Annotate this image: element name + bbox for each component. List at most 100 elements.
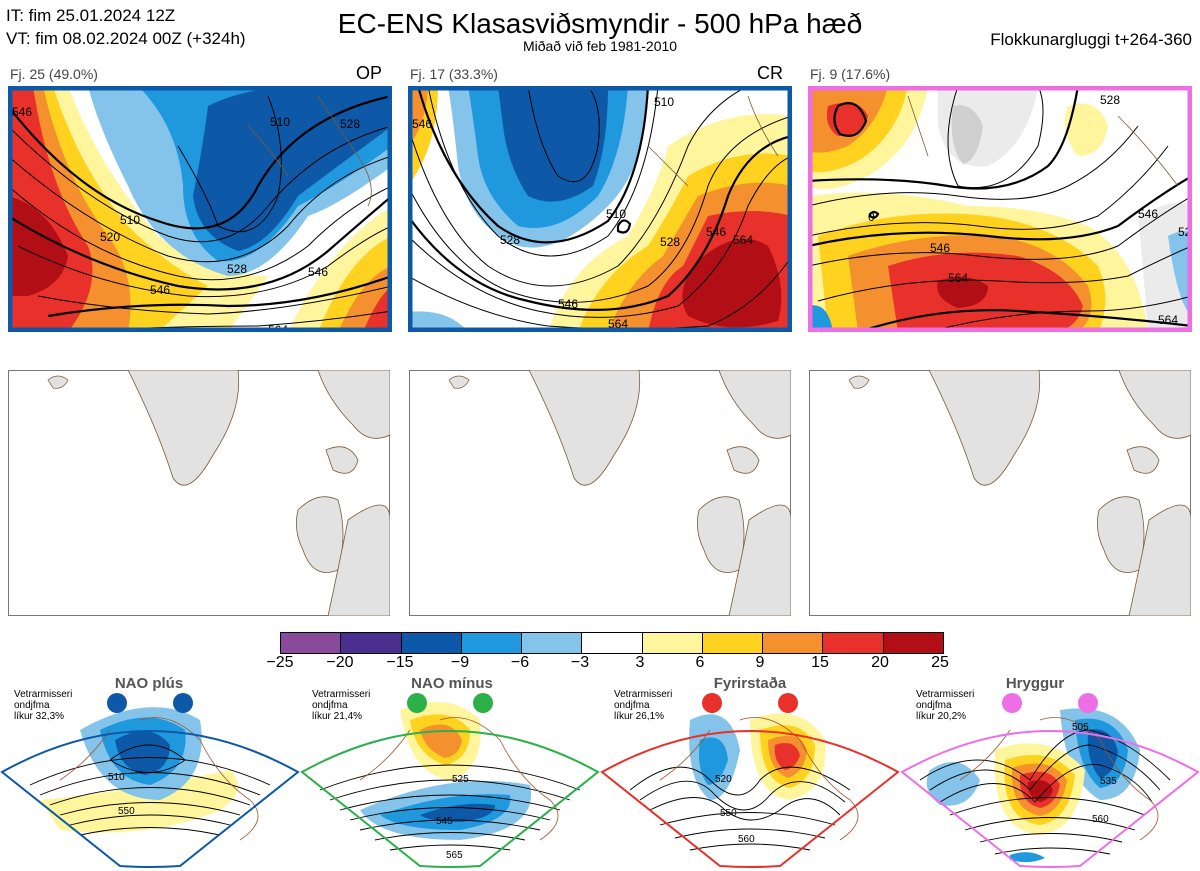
regime-2-border: [300, 730, 600, 868]
colorbar-segment: [641, 633, 702, 653]
regime-3-marker: [702, 693, 722, 713]
colorbar-label: 15: [811, 654, 829, 671]
colorbar-label: 25: [931, 654, 949, 671]
regime-4-marker: [1078, 693, 1098, 713]
cluster-3-map: 528 546 564 564 546 528 0: [808, 86, 1192, 332]
colorbar-segment: [882, 633, 943, 653]
initial-time: IT: fim 25.01.2024 12Z: [6, 6, 176, 25]
colorbar-label: −6: [510, 654, 530, 671]
cluster-1-tag: OP: [356, 63, 383, 83]
colorbar-segment: [460, 633, 522, 653]
cluster-2-map: 510 528 546 564 546 528 510 546 564: [408, 86, 792, 332]
colorbar-segment: [340, 633, 401, 653]
colorbar-label: −3: [570, 654, 590, 671]
cluster-1-contour-label: 520: [100, 230, 120, 244]
regime-3-contour-label: 550: [720, 808, 737, 819]
colorbar-label: 9: [755, 654, 765, 671]
colorbar-segment: [521, 633, 582, 653]
colorbar-label: −20: [326, 654, 354, 671]
cluster-1-contour-label: 528: [340, 117, 360, 131]
regime-2-map: 525 545 565: [300, 693, 600, 868]
colorbar-label: 6: [695, 654, 705, 671]
regime-1-title: NAO plús: [114, 675, 184, 692]
page-title: EC-ENS Klasasviðsmyndir - 500 hPa hæð: [337, 8, 863, 39]
regime-2-contour-label: 525: [452, 774, 469, 785]
cluster-3-contour-label: 546: [1138, 207, 1158, 221]
cluster-2-contour-label: 546: [412, 117, 432, 131]
regime-1-contour-label: 510: [108, 772, 125, 783]
cluster-2-contour-label: 528: [660, 235, 680, 249]
regime-2-contour-label: 565: [446, 850, 463, 861]
regime-2-title: NAO mínus: [411, 675, 493, 692]
regime-3-contour-label: 560: [738, 834, 755, 845]
cluster-3-label: Fj. 9 (17.6%): [810, 66, 891, 82]
colorbar: [280, 632, 944, 654]
regime-4-contour-label: 560: [1092, 814, 1109, 825]
regime-1-border: [0, 730, 300, 868]
cluster-1-contour-label: 546: [308, 265, 328, 279]
cluster-1-contour-label: 546: [150, 283, 170, 297]
regime-2-note: Vetrarmisseri ondjfma líkur 21,4%: [312, 689, 371, 722]
colorbar-label: −15: [386, 654, 414, 671]
cluster-1-contour-label: 510: [270, 115, 290, 129]
regime-4-title: Hryggur: [1005, 675, 1065, 692]
cluster-1-map: 510 520 528 546 564 546 528 510 546: [8, 86, 392, 332]
regime-4-map: 505 535 560: [900, 693, 1200, 868]
regime-4-border: [900, 730, 1200, 868]
colorbar-segment: [701, 633, 763, 653]
colorbar-label: −9: [450, 654, 470, 671]
empty-map-1: [8, 370, 390, 616]
cluster-3-contour-label: 0: [868, 210, 875, 224]
cluster-2-contour-label: 546: [558, 297, 578, 311]
cluster-3-contour-label: 528: [1100, 93, 1120, 107]
cluster-3-contour-label: 564: [1158, 313, 1178, 327]
cluster-2-contour-label: 510: [654, 95, 674, 109]
colorbar-label: 3: [635, 654, 645, 671]
colorbar-segment: [822, 633, 883, 653]
valid-time: VT: fim 08.02.2024 00Z (+324h): [6, 29, 246, 48]
cluster-2-contour-label: 546: [706, 225, 726, 239]
header-info: IT: fim 25.01.2024 12Z VT: fim 08.02.202…: [6, 4, 246, 50]
regime-4-marker: [1002, 693, 1022, 713]
regime-1-marker: [107, 693, 127, 713]
colorbar-segment: [762, 633, 823, 653]
regime-1-map: 510 550: [0, 693, 300, 868]
cluster-1-contour-label: 510: [120, 213, 140, 227]
colorbar-segment: [281, 633, 341, 653]
page-subtitle: Miðað við feb 1981-2010: [522, 38, 678, 54]
regime-1-note: Vetrarmisseri ondjfma líkur 32,3%: [14, 689, 73, 722]
cluster-2-contour-label: 564: [733, 233, 753, 247]
regime-3-contour-label: 520: [715, 774, 732, 785]
regime-4-contour-label: 535: [1100, 776, 1117, 787]
colorbar-segment: [400, 633, 461, 653]
colorbar-label: 20: [871, 654, 889, 671]
cluster-1-label: Fj. 25 (49.0%): [10, 66, 98, 82]
regime-3-border: [600, 730, 900, 868]
empty-map-2: [409, 370, 791, 616]
cluster-2-contour-label: 528: [500, 233, 520, 247]
cluster-3-border: [808, 86, 1192, 332]
cluster-1-border: [8, 86, 392, 332]
cluster-2-tag: CR: [757, 63, 783, 83]
regime-3-marker: [778, 693, 798, 713]
empty-map-3: [809, 370, 1191, 616]
regime-1-contour-label: 550: [118, 806, 135, 817]
classification-window: Flokkunargluggi t+264-360: [990, 30, 1192, 49]
cluster-1-contour-label: 528: [227, 262, 247, 276]
cluster-3-contour-label: 546: [930, 241, 950, 255]
regime-4-note: Vetrarmisseri ondjfma líkur 20,2%: [916, 689, 975, 722]
cluster-2-label: Fj. 17 (33.3%): [410, 66, 498, 82]
colorbar-label: −25: [266, 654, 294, 671]
regime-2-marker: [407, 693, 427, 713]
cluster-2-contour-label: 510: [606, 207, 626, 221]
cluster-1-contour-label: 546: [12, 105, 32, 119]
colorbar-segment: [581, 633, 642, 653]
cluster-2-border: [408, 86, 792, 332]
regime-2-marker: [473, 693, 493, 713]
regime-3-note: Vetrarmisseri ondjfma líkur 26,1%: [614, 689, 673, 722]
regime-3-map: 520 550 560: [600, 693, 900, 868]
cluster-3-contour-label: 564: [948, 271, 968, 285]
regime-1-marker: [173, 693, 193, 713]
regime-2-contour-label: 545: [436, 816, 453, 827]
regime-4-contour-label: 505: [1072, 722, 1089, 733]
